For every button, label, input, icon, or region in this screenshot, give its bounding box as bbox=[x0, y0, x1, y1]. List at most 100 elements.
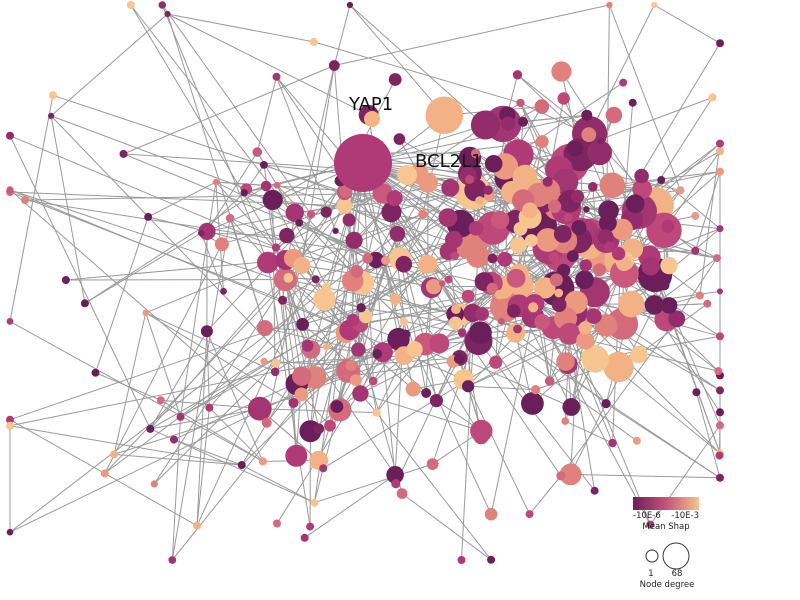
node bbox=[714, 367, 723, 376]
node bbox=[644, 295, 664, 315]
edge bbox=[9, 320, 264, 462]
node bbox=[389, 226, 406, 242]
node bbox=[285, 203, 304, 222]
node bbox=[717, 288, 723, 295]
node bbox=[553, 225, 572, 243]
node bbox=[471, 148, 481, 159]
legend: -10E-6 -10E-3 Mean Shap 1 68 Node degree bbox=[633, 497, 699, 590]
node bbox=[535, 135, 549, 149]
edge bbox=[161, 4, 312, 215]
node bbox=[561, 417, 569, 425]
edge bbox=[149, 331, 208, 430]
node bbox=[257, 320, 273, 337]
node bbox=[713, 254, 721, 263]
edge bbox=[180, 182, 217, 417]
node bbox=[342, 213, 356, 227]
node bbox=[441, 178, 460, 197]
node bbox=[247, 396, 272, 421]
node bbox=[272, 72, 281, 81]
node bbox=[457, 328, 467, 338]
node bbox=[641, 257, 660, 276]
edge bbox=[376, 412, 492, 561]
node bbox=[634, 168, 649, 184]
node bbox=[473, 428, 489, 445]
node bbox=[551, 297, 567, 312]
edge bbox=[180, 362, 277, 418]
edge bbox=[167, 13, 314, 43]
node bbox=[716, 39, 724, 48]
node bbox=[716, 421, 724, 430]
node bbox=[716, 386, 724, 395]
size-legend-small bbox=[645, 549, 659, 563]
edge bbox=[360, 393, 482, 432]
edge bbox=[313, 41, 521, 104]
edge bbox=[171, 218, 231, 561]
node bbox=[605, 106, 623, 124]
node bbox=[168, 556, 177, 564]
edge bbox=[665, 319, 719, 372]
node bbox=[386, 190, 403, 207]
edge bbox=[318, 332, 347, 429]
node bbox=[260, 180, 272, 192]
node bbox=[716, 473, 724, 482]
node bbox=[716, 139, 724, 148]
edge bbox=[206, 162, 364, 332]
node bbox=[484, 507, 498, 521]
node bbox=[439, 280, 446, 287]
node bbox=[21, 196, 29, 205]
node bbox=[587, 140, 612, 166]
edge bbox=[200, 232, 224, 292]
node bbox=[6, 318, 14, 325]
legend-max-label: 68 bbox=[672, 569, 683, 579]
edge bbox=[630, 303, 719, 372]
edge bbox=[161, 4, 269, 263]
node bbox=[48, 91, 57, 100]
node bbox=[630, 345, 648, 364]
edge bbox=[360, 294, 500, 326]
edge bbox=[149, 170, 378, 430]
node bbox=[356, 303, 366, 313]
edge bbox=[695, 392, 721, 478]
node bbox=[516, 98, 525, 108]
edge bbox=[160, 399, 264, 462]
node bbox=[346, 1, 353, 9]
node bbox=[372, 408, 381, 417]
node bbox=[6, 131, 14, 140]
edge bbox=[145, 312, 276, 373]
node bbox=[465, 174, 474, 184]
node bbox=[497, 251, 513, 267]
node bbox=[490, 210, 510, 230]
edge bbox=[565, 318, 651, 525]
node bbox=[549, 273, 563, 287]
node bbox=[296, 318, 309, 331]
node bbox=[453, 353, 465, 364]
node bbox=[426, 458, 439, 470]
node bbox=[345, 360, 357, 371]
edge bbox=[147, 181, 217, 218]
node bbox=[283, 273, 294, 283]
node bbox=[559, 463, 582, 486]
edge bbox=[145, 312, 181, 418]
node bbox=[619, 78, 628, 87]
edge bbox=[333, 4, 351, 66]
node bbox=[444, 275, 453, 284]
edge bbox=[104, 265, 303, 474]
node bbox=[328, 60, 340, 71]
node bbox=[164, 10, 171, 18]
node bbox=[406, 341, 423, 358]
edge bbox=[623, 263, 721, 413]
node bbox=[310, 498, 319, 507]
node bbox=[484, 155, 503, 173]
node bbox=[522, 202, 538, 219]
node bbox=[628, 98, 637, 107]
node bbox=[285, 444, 308, 467]
node bbox=[438, 208, 458, 228]
edge bbox=[173, 439, 242, 466]
node bbox=[483, 185, 493, 195]
node bbox=[534, 99, 550, 114]
node bbox=[571, 220, 587, 236]
node bbox=[393, 133, 406, 145]
node bbox=[350, 374, 362, 386]
edge bbox=[276, 76, 337, 232]
edge bbox=[229, 217, 357, 272]
